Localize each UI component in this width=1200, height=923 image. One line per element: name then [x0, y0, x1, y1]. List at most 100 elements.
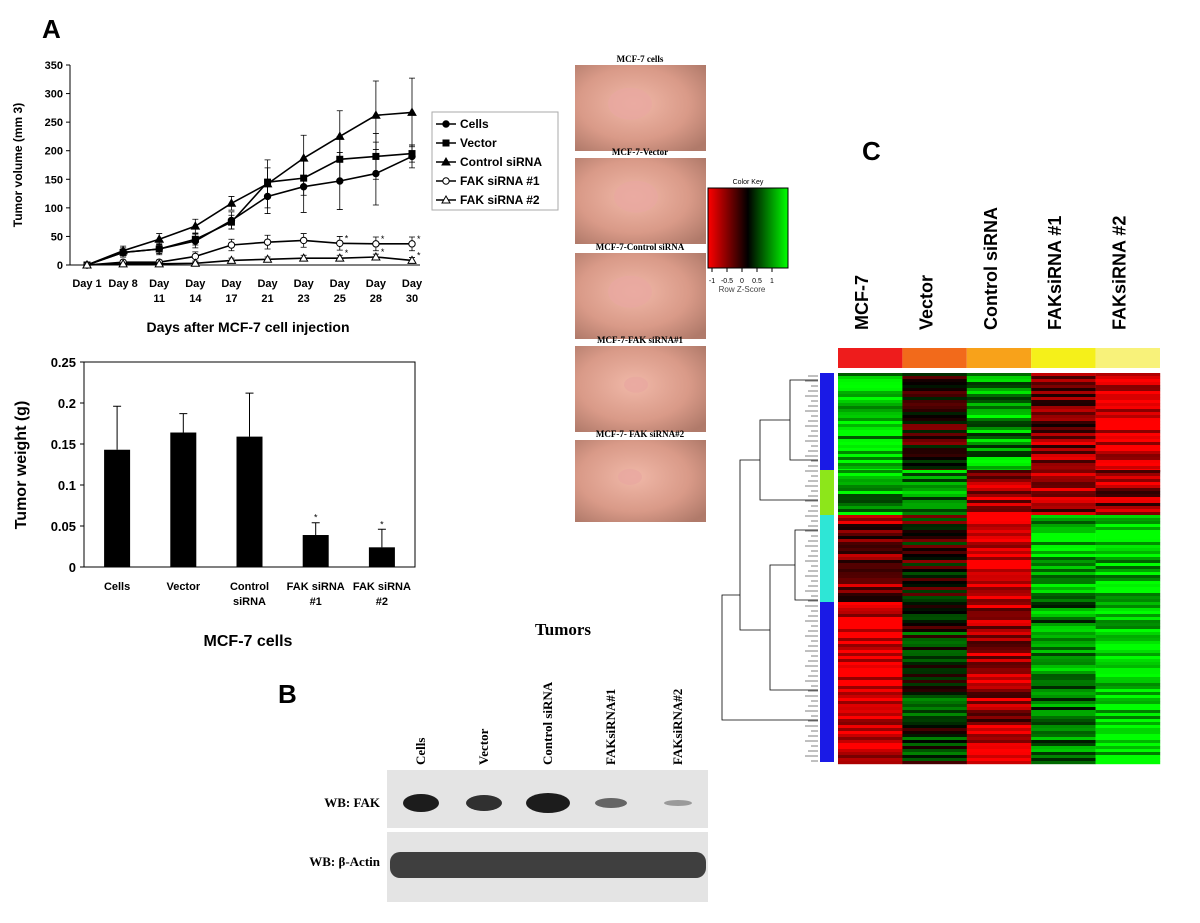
line: [86, 152, 413, 266]
heat-cell: [1095, 479, 1161, 483]
heat-cell: [966, 545, 1032, 549]
heat-cell: [902, 445, 967, 449]
point: [82, 259, 92, 269]
color-key-tick: 1: [770, 278, 774, 285]
legend-label: Cells: [460, 117, 489, 131]
heat-cell: [1031, 451, 1096, 455]
heat-cell: [902, 527, 967, 531]
heat-cell: [838, 620, 903, 624]
heat-cell: [838, 716, 903, 720]
heat-cell: [966, 424, 1032, 428]
heat-cell: [966, 442, 1032, 446]
photo-caption: MCF-7-FAK siRNA#1: [597, 335, 684, 345]
heat-cell: [838, 473, 903, 477]
heat-cell: [1031, 397, 1096, 401]
photo-caption: MCF-7-Control siRNA: [596, 242, 685, 252]
heat-cell: [902, 650, 967, 654]
heat-cell: [966, 701, 1032, 705]
heat-cell: [1031, 629, 1096, 633]
photo-tumor: [614, 180, 658, 213]
heat-cell: [1095, 430, 1161, 434]
heat-cell: [1031, 671, 1096, 675]
photo-tumor: [618, 468, 642, 485]
heat-cell: [1095, 506, 1161, 510]
heat-cell: [966, 476, 1032, 480]
heat-cell: [838, 545, 903, 549]
heat-cell: [1095, 752, 1161, 756]
x-tick-label: Day 25: [330, 278, 351, 305]
heat-cell: [838, 436, 903, 440]
heat-cell: [838, 578, 903, 582]
heat-cell: [902, 704, 967, 708]
heat-cell: [966, 617, 1032, 621]
heat-cell: [1031, 436, 1096, 440]
heat-cell: [1095, 388, 1161, 392]
heat-cell: [1095, 436, 1161, 440]
heat-cell: [966, 743, 1032, 747]
heat-cell: [902, 439, 967, 443]
column-color: [966, 348, 1032, 368]
heat-cell: [966, 448, 1032, 452]
heat-cell: [1095, 599, 1161, 603]
heat-cell: [1095, 677, 1161, 681]
heat-cell: [1031, 662, 1096, 666]
heat-cell: [1095, 602, 1161, 606]
heat-cell: [838, 497, 903, 501]
heat-cell: [966, 719, 1032, 723]
heat-cell: [838, 560, 903, 564]
heat-cell: [966, 524, 1032, 528]
point: [407, 255, 417, 264]
point: [118, 245, 128, 255]
heat-cell: [966, 734, 1032, 738]
heat-cell: [902, 602, 967, 606]
heat-cell: [1031, 593, 1096, 597]
heat-cell: [966, 659, 1032, 663]
heat-cell: [902, 761, 967, 765]
heat-cell: [1095, 719, 1161, 723]
heat-cell: [1095, 581, 1161, 585]
heat-cell: [1031, 656, 1096, 660]
heat-cell: [1095, 695, 1161, 699]
heat-cell: [966, 403, 1032, 407]
heat-cell: [1095, 665, 1161, 669]
heat-cell: [966, 512, 1032, 516]
heat-cell: [838, 379, 903, 383]
heat-cell: [1031, 746, 1096, 750]
heat-cell: [1095, 457, 1161, 461]
heat-cell: [966, 647, 1032, 651]
heat-cell: [902, 388, 967, 392]
heat-cell: [966, 572, 1032, 576]
heat-cell: [1031, 536, 1096, 540]
heat-cell: [902, 509, 967, 513]
heat-cell: [902, 409, 967, 413]
heat-cell: [838, 593, 903, 597]
heat-cell: [1031, 695, 1096, 699]
heat-cell: [1095, 680, 1161, 684]
point: [154, 234, 165, 243]
heat-cell: [966, 731, 1032, 735]
heat-cell: [1031, 752, 1096, 756]
bar: [104, 449, 131, 567]
heat-cell: [966, 716, 1032, 720]
heat-cell: [902, 521, 967, 525]
heat-cell: [966, 623, 1032, 627]
x-tick-label: Vector: [166, 581, 200, 593]
heat-cell: [838, 710, 903, 714]
heat-cell: [966, 644, 1032, 648]
heat-cell: [838, 650, 903, 654]
heat-cell: [838, 391, 903, 395]
lane-label: Cells: [413, 738, 428, 765]
heat-cell: [838, 476, 903, 480]
heat-cell: [902, 415, 967, 419]
column-color: [838, 348, 903, 368]
lane-label: Control siRNA: [540, 681, 555, 765]
legend-box: [431, 111, 559, 211]
heat-cell: [966, 409, 1032, 413]
heat-cell: [966, 557, 1032, 561]
heat-cell: [1031, 635, 1096, 639]
legend-marker: [441, 156, 451, 166]
heat-cell: [966, 418, 1032, 422]
heat-cell: [1031, 560, 1096, 564]
heat-cell: [902, 719, 967, 723]
heat-cell: [1031, 463, 1096, 467]
